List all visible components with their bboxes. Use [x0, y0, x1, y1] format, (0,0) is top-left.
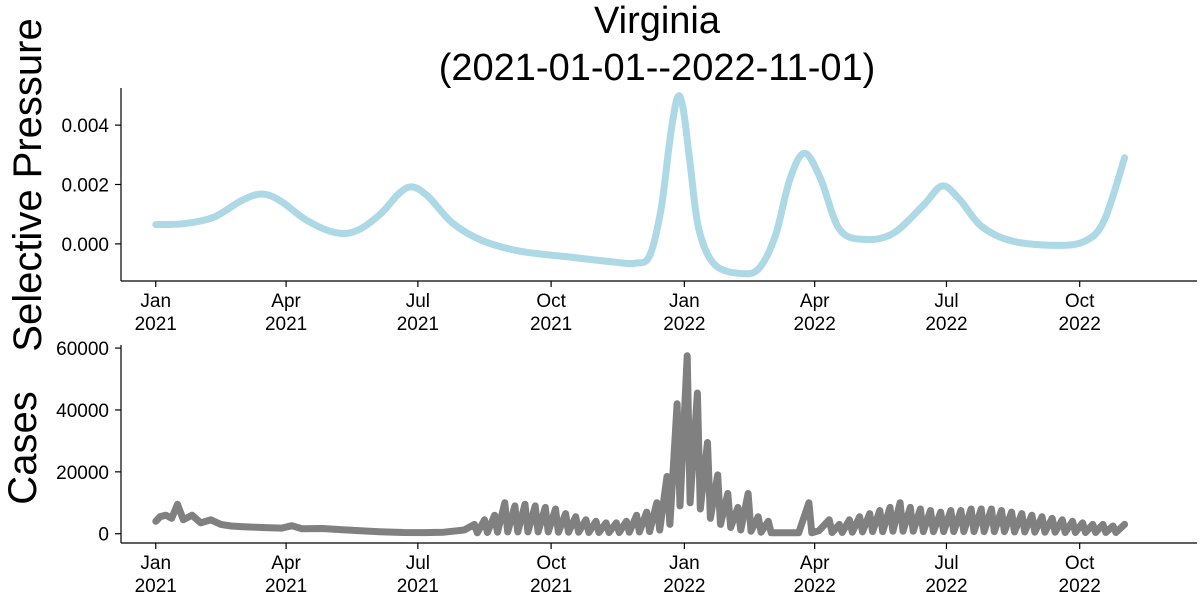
bottom-x-tick-month: Oct: [1065, 553, 1095, 574]
top-x-tick-year: 2021: [530, 314, 572, 335]
bottom-x-tick-month: Oct: [536, 553, 566, 574]
bottom-x-tick-month: Apr: [271, 553, 301, 574]
top-ticks: Jan2021Apr2021Jul2021Oct2021Jan2022Apr20…: [61, 116, 1100, 335]
bottom-x-tick-month: Jul: [934, 553, 958, 574]
chart-title-line2: (2021-01-01--2022-11-01): [439, 47, 876, 89]
top-x-tick-year: 2022: [1059, 314, 1101, 335]
bottom-y-tick-label: 40000: [56, 401, 109, 422]
bottom-x-tick-month: Jul: [406, 553, 430, 574]
bottom-x-tick-year: 2022: [925, 576, 967, 597]
cases-ylabel: Cases: [1, 391, 45, 504]
chart-title-line1: Virginia: [594, 0, 721, 42]
top-x-tick-year: 2021: [397, 314, 439, 335]
top-x-tick-month: Apr: [800, 291, 830, 312]
bottom-x-tick-year: 2022: [1059, 576, 1101, 597]
bottom-x-tick-month: Apr: [800, 553, 830, 574]
bottom-x-tick-year: 2022: [663, 576, 705, 597]
top-x-tick-month: Jan: [669, 291, 700, 312]
cases-line: [152, 352, 1129, 537]
bottom-y-tick-label: 0: [98, 525, 109, 546]
top-x-tick-month: Jul: [934, 291, 958, 312]
bottom-x-tick-month: Jan: [669, 553, 700, 574]
bottom-y-tick-label: 60000: [56, 339, 109, 360]
bottom-x-tick-month: Jan: [140, 553, 171, 574]
bottom-ticks: Jan2021Apr2021Jul2021Oct2021Jan2022Apr20…: [56, 339, 1101, 597]
top-x-tick-year: 2022: [925, 314, 967, 335]
bottom-x-tick-year: 2021: [397, 576, 439, 597]
top-x-tick-month: Oct: [1065, 291, 1095, 312]
bottom-x-tick-year: 2021: [265, 576, 307, 597]
bottom-y-tick-label: 20000: [56, 463, 109, 484]
top-x-tick-year: 2021: [265, 314, 307, 335]
top-y-tick-label: 0.004: [61, 116, 109, 137]
top-x-tick-month: Jan: [140, 291, 171, 312]
top-x-tick-year: 2022: [794, 314, 836, 335]
bottom-x-tick-year: 2021: [530, 576, 572, 597]
top-x-tick-month: Apr: [271, 291, 301, 312]
top-x-tick-month: Oct: [536, 291, 566, 312]
top-x-tick-month: Jul: [406, 291, 430, 312]
selective-pressure-ylabel: Selective Pressure: [6, 18, 50, 351]
top-x-tick-year: 2021: [135, 314, 177, 335]
top-y-tick-label: 0.000: [61, 235, 109, 256]
top-y-tick-label: 0.002: [61, 176, 109, 197]
top-x-tick-year: 2022: [663, 314, 705, 335]
selective-pressure-line: [152, 92, 1129, 278]
cases-panel: Cases Jan2021Apr2021Jul2021Oct2021Jan202…: [1, 339, 1197, 597]
selective-pressure-panel: Selective Pressure Jan2021Apr2021Jul2021…: [6, 18, 1197, 352]
bottom-x-tick-year: 2022: [794, 576, 836, 597]
bottom-x-tick-year: 2021: [135, 576, 177, 597]
